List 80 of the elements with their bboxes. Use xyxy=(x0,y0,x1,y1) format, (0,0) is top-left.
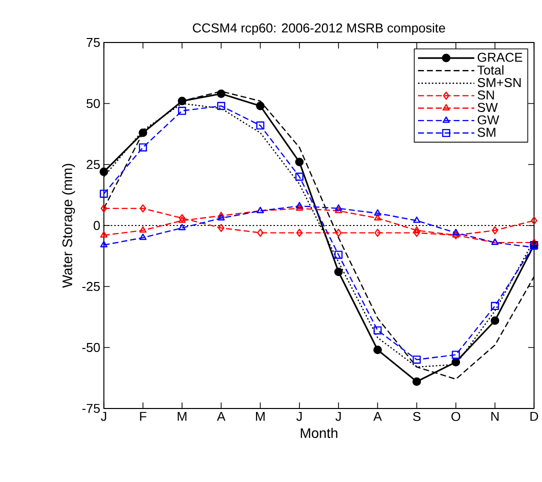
y-tick-label: 0 xyxy=(94,221,100,230)
y-tick-label: 50 xyxy=(86,99,100,108)
point xyxy=(335,228,342,238)
point xyxy=(178,224,186,230)
x-tick-label: J xyxy=(296,412,302,422)
y-tick-label: 25 xyxy=(86,160,100,170)
point xyxy=(100,241,108,248)
legend-label: Total xyxy=(477,65,504,75)
x-tick-label: J xyxy=(336,412,341,422)
point xyxy=(412,356,421,364)
point xyxy=(178,106,186,116)
point xyxy=(413,216,420,224)
point xyxy=(217,102,226,110)
x-tick-label: M xyxy=(256,412,265,421)
point xyxy=(490,302,500,310)
legend-label: SM+SN xyxy=(478,78,521,88)
point xyxy=(218,224,224,232)
point xyxy=(452,358,460,367)
point xyxy=(295,172,304,181)
x-tick-label: D xyxy=(530,412,538,421)
point xyxy=(334,250,343,259)
point xyxy=(100,190,108,198)
x-tick-label: S xyxy=(413,412,420,422)
point xyxy=(374,209,382,216)
legend-label: SW xyxy=(478,103,498,112)
y-tick-label: 75 xyxy=(86,38,100,48)
point xyxy=(100,231,108,238)
x-tick-label: F xyxy=(140,412,146,421)
x-tick-label: J xyxy=(100,412,106,422)
point xyxy=(218,212,225,218)
point xyxy=(178,96,186,106)
point xyxy=(296,202,303,208)
point xyxy=(490,316,500,326)
point xyxy=(218,214,225,221)
y-tick-label: -50 xyxy=(82,343,100,352)
point xyxy=(257,228,264,238)
point xyxy=(140,204,146,213)
chart-title: CCSM4 rcp60: 2006-2012 MSRB composite xyxy=(192,23,446,36)
point xyxy=(256,102,265,110)
point xyxy=(256,122,264,130)
point xyxy=(373,346,382,354)
point xyxy=(216,90,226,98)
legend-label: SN xyxy=(478,90,494,100)
point xyxy=(100,168,108,176)
point xyxy=(374,326,382,335)
x-tick-label: N xyxy=(491,412,499,421)
point xyxy=(334,206,342,214)
point xyxy=(296,228,303,238)
y-tick-label: -75 xyxy=(82,404,100,414)
point xyxy=(100,204,108,213)
point xyxy=(452,350,460,360)
legend-label: SM xyxy=(478,128,496,138)
point xyxy=(412,378,421,386)
point xyxy=(178,214,186,222)
point xyxy=(139,226,147,233)
point xyxy=(178,216,186,224)
x-tick-label: M xyxy=(178,412,186,421)
point xyxy=(139,234,147,240)
point xyxy=(492,226,498,235)
point xyxy=(334,268,343,276)
y-tick-label: -25 xyxy=(82,282,100,292)
legend-label: GRACE xyxy=(478,52,522,62)
point xyxy=(334,204,342,211)
point xyxy=(295,158,304,166)
x-axis-title: Month xyxy=(300,428,338,438)
x-tick-label: A xyxy=(373,412,382,421)
point xyxy=(138,144,148,152)
point xyxy=(296,204,303,211)
x-tick-label: A xyxy=(216,412,226,421)
y-axis-title: Water Storage (mm) xyxy=(62,164,75,288)
point xyxy=(530,238,538,246)
point xyxy=(374,228,381,238)
point xyxy=(138,128,148,138)
point xyxy=(530,216,538,225)
x-tick-label: O xyxy=(451,412,460,422)
point xyxy=(530,244,538,250)
point xyxy=(452,228,460,236)
legend-label: GW xyxy=(478,115,500,125)
point xyxy=(414,228,420,238)
point xyxy=(374,214,382,221)
